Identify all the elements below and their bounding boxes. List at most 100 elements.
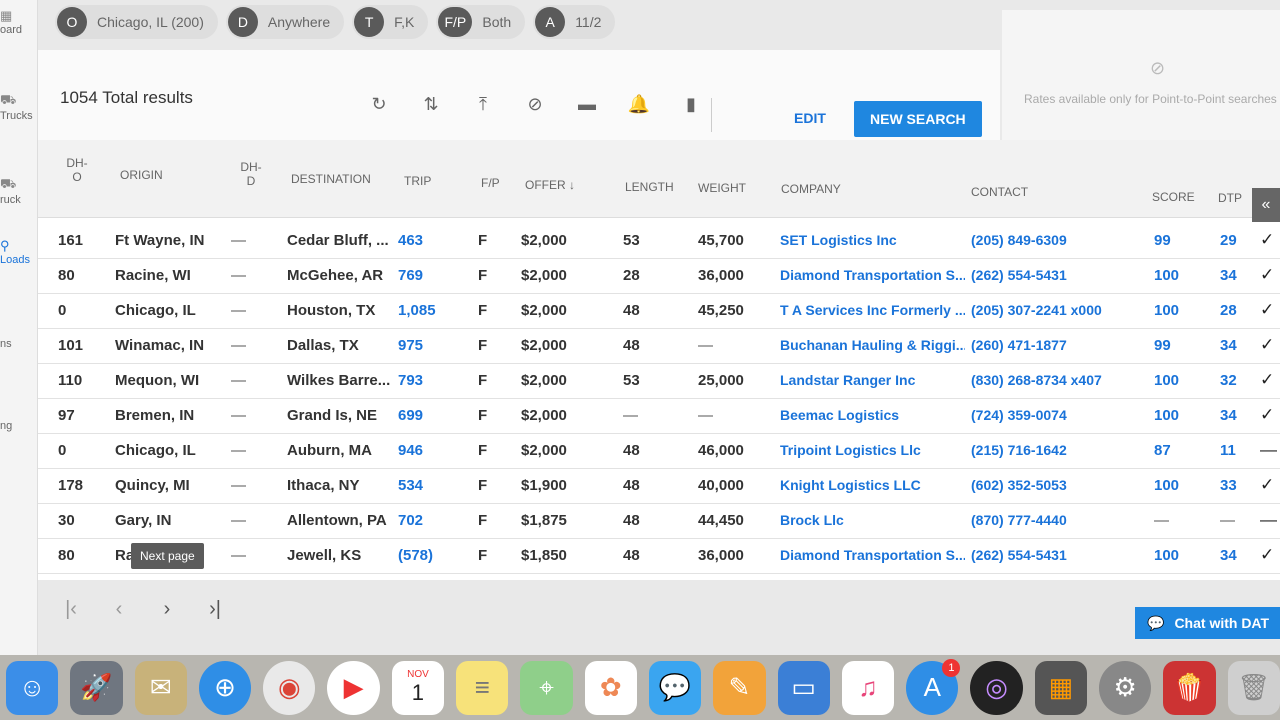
sidebar-item-settings[interactable]: ng [0,420,38,432]
cell-contact[interactable]: (215) 716-1642 [971,442,1067,458]
launchpad-icon[interactable]: 🚀 [70,660,123,715]
notes-icon[interactable]: ≡ [456,660,509,715]
cell-trip[interactable]: 702 [398,512,424,529]
cell-contact[interactable]: (602) 352-5053 [971,477,1067,493]
cell-trip[interactable]: 699 [398,407,424,424]
header-dh-origin[interactable]: DH- O [66,156,88,184]
calendar-icon[interactable]: NOV 1 [391,660,445,715]
compact-view-icon[interactable]: ▬ [578,94,596,114]
keynote-icon[interactable]: ▭ [777,660,830,715]
cell-company[interactable]: Landstar Ranger Inc [780,372,916,388]
photos-icon[interactable]: ✿ [584,660,637,715]
cell-contact[interactable]: (830) 268-8734 x407 [971,372,1102,388]
header-dh-destination[interactable]: DH- D [240,160,262,188]
previous-page-icon[interactable]: ‹ [115,598,123,620]
cell-company[interactable]: Diamond Transportation S... [780,547,965,563]
cell-trip[interactable]: (578) [398,547,434,564]
header-trip[interactable]: TRIP [404,174,432,188]
sidebar-item-search-trucks[interactable]: ⛟ ruck [0,176,38,206]
sidebar-item-loads[interactable]: ⚲ Loads [0,238,38,266]
cell-trip[interactable]: 946 [398,442,424,459]
header-company[interactable]: COMPANY [781,182,841,196]
header-full-partial[interactable]: F/P [481,176,500,190]
maps-icon[interactable]: ⌖ [520,660,573,715]
header-score[interactable]: SCORE [1152,190,1195,204]
cell-contact[interactable]: (205) 849-6309 [971,232,1067,248]
chrome-icon[interactable]: ◉ [263,660,316,715]
cell-company[interactable]: Diamond Transportation S... [780,267,965,283]
bookmark-icon[interactable]: ▮ [686,94,696,114]
new-search-button[interactable]: NEW SEARCH [854,101,982,137]
chip-available-date[interactable]: A 11/2 [533,5,616,39]
chip-full-partial[interactable]: F/P Both [436,5,526,39]
sort-icon[interactable]: ⇅ [423,94,439,114]
refresh-icon[interactable]: ↻ [371,94,387,114]
header-offer[interactable]: OFFER ↓ [525,178,575,192]
system-preferences-icon[interactable]: ⚙ [1099,660,1152,715]
alert-bell-icon[interactable]: 🔔 [627,94,651,114]
table-row[interactable]: 0 Chicago, IL — Auburn, MA 946 F $2,000 48 46,00… [38,434,1280,469]
cell-trip[interactable]: 534 [398,477,424,494]
cell-company[interactable]: Buchanan Hauling & Riggi... [780,337,965,353]
hide-icon[interactable]: ⊘ [527,94,543,114]
cell-contact[interactable]: (260) 471-1877 [971,337,1067,353]
chip-origin[interactable]: O Chicago, IL (200) [55,5,218,39]
table-row[interactable]: 0 Chicago, IL — Houston, TX 1,085 F $2,000 48 45… [38,294,1280,329]
cell-contact[interactable]: (205) 307-2241 x000 [971,302,1102,318]
table-row[interactable]: 30 Gary, IN — Allentown, PA 702 F $1,875 48 44,4… [38,504,1280,539]
cell-trip[interactable]: 769 [398,267,424,284]
edit-button[interactable]: EDIT [794,110,826,126]
collapse-panel-button[interactable]: « [1252,188,1280,222]
chip-truck-type[interactable]: T F,K [352,5,429,39]
cell-company[interactable]: Tripoint Logistics Llc [780,442,921,458]
cell-trip[interactable]: 1,085 [398,302,436,319]
header-weight[interactable]: WEIGHT [698,181,746,195]
header-dtp[interactable]: DTP [1218,191,1242,205]
cell-contact[interactable]: (262) 554-5431 [971,547,1067,563]
popcorn-icon[interactable]: 🍿 [1163,660,1216,715]
header-contact[interactable]: CONTACT [971,185,1029,199]
table-row[interactable]: 161 Ft Wayne, IN — Cedar Bluff, ... 463 F $2,0… [38,224,1280,259]
move-to-top-icon[interactable]: ⤒ [479,94,487,114]
pages-icon[interactable]: ✎ [713,660,766,715]
table-row[interactable]: 110 Mequon, WI — Wilkes Barre... 793 F $2,000 5… [38,364,1280,399]
cell-contact[interactable]: (724) 359-0074 [971,407,1067,423]
cell-contact[interactable]: (262) 554-5431 [971,267,1067,283]
header-origin[interactable]: ORIGIN [120,168,163,182]
sidebar-item-menu[interactable]: ns [0,338,38,350]
table-row[interactable]: 178 Quincy, MI — Ithaca, NY 534 F $1,900 48 40,0… [38,469,1280,504]
table-row[interactable]: 101 Winamac, IN — Dallas, TX 975 F $2,000 48 — Bu… [38,329,1280,364]
cell-company[interactable]: Beemac Logistics [780,407,900,423]
cell-company[interactable]: SET Logistics Inc [780,232,897,248]
chip-destination[interactable]: D Anywhere [225,5,345,39]
safari-icon[interactable]: ⊕ [198,660,252,715]
trash-icon[interactable]: 🗑 [1227,660,1280,715]
table-header: DH- O ORIGIN DH- D DESTINATION TRIP F/P OF… [38,140,1280,222]
siri-icon[interactable]: ◎ [970,660,1023,715]
cell-trip[interactable]: 463 [398,232,424,249]
last-page-icon[interactable]: ›| [209,598,221,620]
first-page-icon[interactable]: |‹ [65,598,77,620]
table-row[interactable]: 80 Racine, WI — McGehee, AR 769 F $2,000 28 36,0… [38,259,1280,294]
cell-company[interactable]: T A Services Inc Formerly ... [780,302,965,318]
cell-trip[interactable]: 793 [398,372,424,389]
table-row[interactable]: 97 Bremen, IN — Grand Is, NE 699 F $2,000 — — Bee… [38,399,1280,434]
cell-contact[interactable]: (870) 777-4440 [971,512,1067,528]
header-length[interactable]: LENGTH [625,180,674,194]
header-destination[interactable]: DESTINATION [291,172,371,186]
music-icon[interactable]: ♫ [841,660,895,715]
cell-trip[interactable]: 975 [398,337,424,354]
calculator-icon[interactable]: ▦ [1034,660,1088,715]
mail-icon[interactable]: ✉ [134,660,187,715]
messages-icon[interactable]: 💬 [648,660,702,715]
cell-company[interactable]: Knight Logistics LLC [780,477,921,493]
finder-icon[interactable]: ☺ [6,660,59,715]
next-page-icon[interactable]: › [163,598,171,620]
cell-company[interactable]: Brock Llc [780,512,844,528]
sidebar-item-trucks[interactable]: ⛟ Trucks [0,92,38,122]
chat-button[interactable]: 💬 Chat with DAT [1135,607,1280,639]
table-row[interactable]: 80 Ra — Jewell, KS (578) F $1,850 48 36,000 Diamo… [38,539,1280,574]
sidebar-item-dashboard[interactable]: ▦ oard [0,8,38,36]
video-icon[interactable]: ▶ [327,660,380,715]
